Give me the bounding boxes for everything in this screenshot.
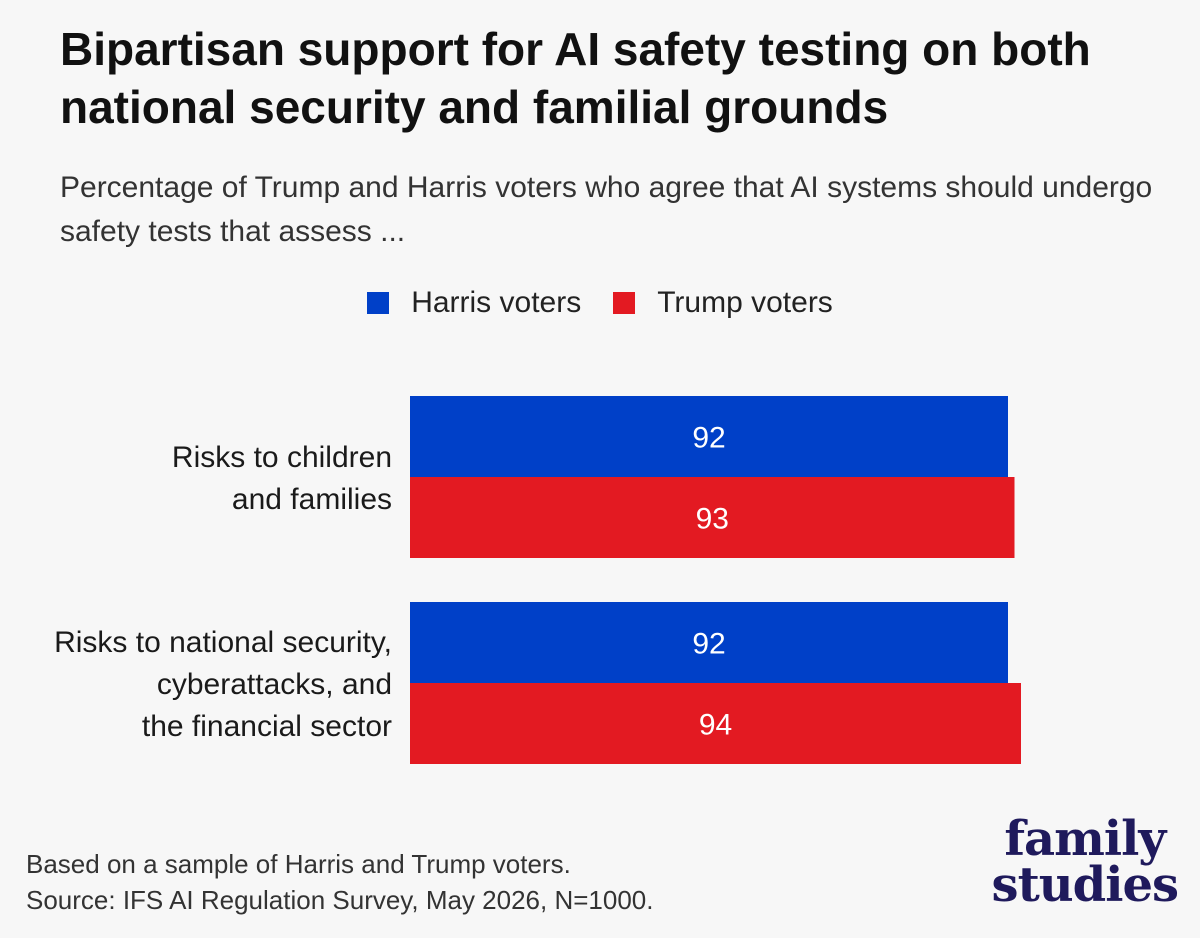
category-label-line: the financial sector xyxy=(142,710,392,743)
footnote-source: Source: IFS AI Regulation Survey, May 20… xyxy=(26,885,654,915)
data-label-trump-1: 94 xyxy=(699,709,732,742)
category-label-line: Risks to national security, xyxy=(54,626,392,659)
category-label-line: and families xyxy=(232,483,392,516)
legend-item-trump: Trump voters xyxy=(613,286,833,320)
legend-label-harris: Harris voters xyxy=(411,286,582,319)
bar-harris-0 xyxy=(410,396,1008,477)
category-label-1: Risks to national security, cyberattacks,… xyxy=(54,626,392,743)
footnote: Based on a sample of Harris and Trump vo… xyxy=(26,846,653,918)
category-label-line: Risks to children xyxy=(172,441,392,474)
data-label-harris-0: 92 xyxy=(692,422,725,455)
legend-label-trump: Trump voters xyxy=(657,286,833,319)
category-label-0: Risks to children and families xyxy=(172,441,392,516)
bar-trump-0 xyxy=(410,477,1015,558)
legend-swatch-trump xyxy=(613,292,636,314)
logo-line-studies: studies xyxy=(991,857,1179,913)
bar-trump-1 xyxy=(410,683,1021,764)
data-label-trump-0: 93 xyxy=(696,503,729,536)
bar-chart: 92 93 Risks to children and families 92 94 Ris… xyxy=(54,396,1021,764)
chart-subtitle: Percentage of Trump and Harris voters wh… xyxy=(60,171,1153,248)
data-label-harris-1: 92 xyxy=(692,628,725,661)
category-label-line: cyberattacks, and xyxy=(157,668,392,701)
bar-harris-1 xyxy=(410,602,1008,683)
logo-line-family: family xyxy=(1004,811,1166,867)
chart-title: Bipartisan support for AI safety testing… xyxy=(60,23,1091,133)
legend-swatch-harris xyxy=(367,292,390,314)
family-studies-logo: family studies xyxy=(991,811,1179,913)
legend-item-harris: Harris voters xyxy=(367,286,581,320)
chart-legend: Harris voters Trump voters xyxy=(0,286,1200,320)
footnote-sample: Based on a sample of Harris and Trump vo… xyxy=(26,849,571,879)
